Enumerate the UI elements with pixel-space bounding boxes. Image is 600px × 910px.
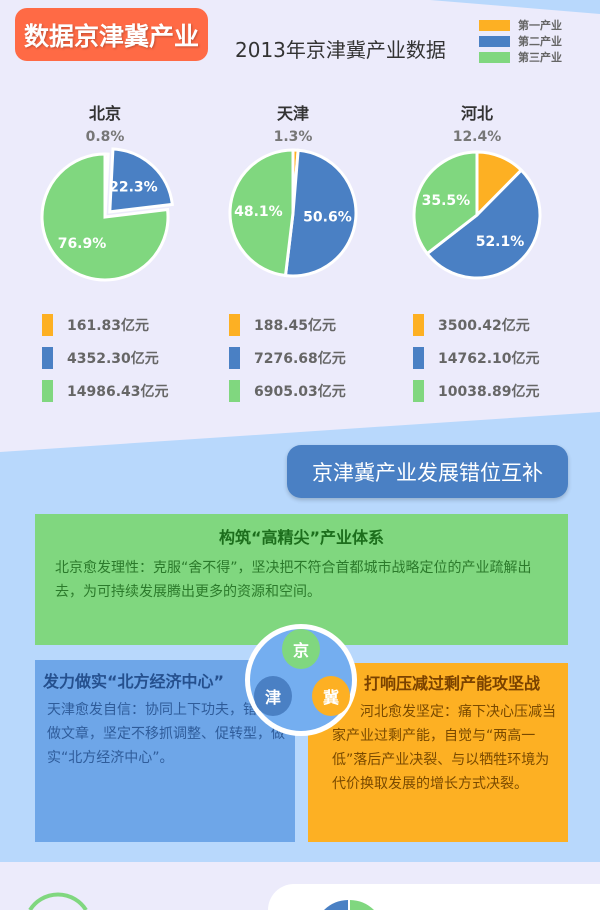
bottom-card [268,884,600,910]
legend-item: 第一产业 [479,17,562,33]
pie-title: 天津 [276,104,309,123]
pie-data-label: 76.9% [58,236,107,252]
ji-dot: 冀 [312,676,350,716]
legend-swatch [479,19,510,31]
legend: 第一产业 第二产业 第三产业 [479,17,562,65]
color-marker [229,314,240,336]
pie-label-primary: 12.4% [452,129,502,145]
color-marker [229,347,240,369]
hebei-title: 打响压减过剩产能攻坚战 [364,674,541,693]
amount-value: 6905.03亿元 [254,384,346,400]
legend-label: 第三产业 [518,51,562,64]
color-marker [413,380,424,402]
pie-chart: 22.3% 76.9% [40,147,174,282]
bottom-pie-slice [324,900,348,910]
pie-label-primary: 0.8% [85,129,125,145]
legend-swatch [479,51,510,63]
legend-swatch [479,35,510,47]
pie-data-label: 50.6% [303,209,352,225]
amount-value: 10038.89亿元 [438,384,540,400]
tianjin-text: 天津愈发自信：协同上下功夫，错位上做文章，坚定不移抓调整、促转型，做实“北方经济… [47,702,285,766]
bottom-ring-icon [28,892,88,910]
amount-value: 14986.43亿元 [67,384,169,400]
amount-value: 188.45亿元 [254,318,337,334]
section-title: 京津冀产业发展错位互补 [287,445,568,498]
pie-slice [283,148,358,278]
pie-data-label: 52.1% [476,234,525,250]
pie-slice [228,148,295,278]
pie-data-label: 35.5% [422,193,471,209]
amount-value: 14762.10亿元 [438,351,540,367]
pie-slice [40,152,170,282]
amount-item: 14762.10亿元 [413,347,540,369]
beijing-title: 构筑“高精尖”产业体系 [218,528,385,547]
amount-item: 7276.68亿元 [229,347,346,369]
amount-value: 7276.68亿元 [254,351,346,367]
color-marker [413,347,424,369]
pie-label-primary: 1.3% [273,129,313,145]
legend-label: 第一产业 [518,19,562,32]
section-badge: 数据京津冀产业 [15,8,208,61]
amount-value: 161.83亿元 [67,318,150,334]
amount-item: 4352.30亿元 [42,347,159,369]
hebei-text: 河北愈发坚定：痛下决心压减当家产业过剩产能，自觉与“两高一低”落后产业决裂、与以… [332,704,556,792]
pie-chart: 52.1% 35.5% [412,150,542,280]
amount-item: 14986.43亿元 [42,380,169,402]
pie-slice [108,147,174,214]
pie-data-label: 48.1% [234,204,283,220]
chart-title: 2013年京津冀产业数据 [235,38,446,62]
beijing-text: 北京愈发理性：克服“舍不得”，坚决把不符合首都城市战略定位的产业疏解出去，为可持… [55,560,532,600]
legend-item: 第三产业 [479,49,562,65]
amount-item: 6905.03亿元 [229,380,346,402]
amount-item: 188.45亿元 [229,314,336,336]
color-marker [413,314,424,336]
color-marker [42,314,53,336]
tianjin-title: 发力做实“北方经济中心” [43,672,225,691]
hebei-card: 打响压减过剩产能攻坚战 河北愈发坚定：痛下决心压减当家产业过剩产能，自觉与“两高… [308,663,568,842]
legend-item: 第二产业 [479,33,562,49]
jing-dot: 京 [282,629,320,669]
color-marker [42,380,53,402]
pie-slice [412,150,479,256]
beijing-card: 构筑“高精尖”产业体系 北京愈发理性：克服“舍不得”，坚决把不符合首都城市战略定… [35,514,568,645]
pie-title: 河北 [460,104,493,123]
amount-item: 10038.89亿元 [413,380,540,402]
legend-label: 第二产业 [518,35,562,48]
pie-chart: 50.6% 48.1% [228,148,358,278]
jin-dot: 津 [254,676,292,716]
pie-slice [425,168,542,280]
amount-value: 3500.42亿元 [438,318,530,334]
bottom-pie-slice [350,900,374,910]
amount-item: 161.83亿元 [42,314,149,336]
color-marker [229,380,240,402]
pie-title: 北京 [88,104,121,123]
region-hub: 京 津 冀 [245,624,357,736]
amount-value: 4352.30亿元 [67,351,159,367]
pie-data-label: 22.3% [109,180,158,196]
color-marker [42,347,53,369]
amount-item: 3500.42亿元 [413,314,530,336]
